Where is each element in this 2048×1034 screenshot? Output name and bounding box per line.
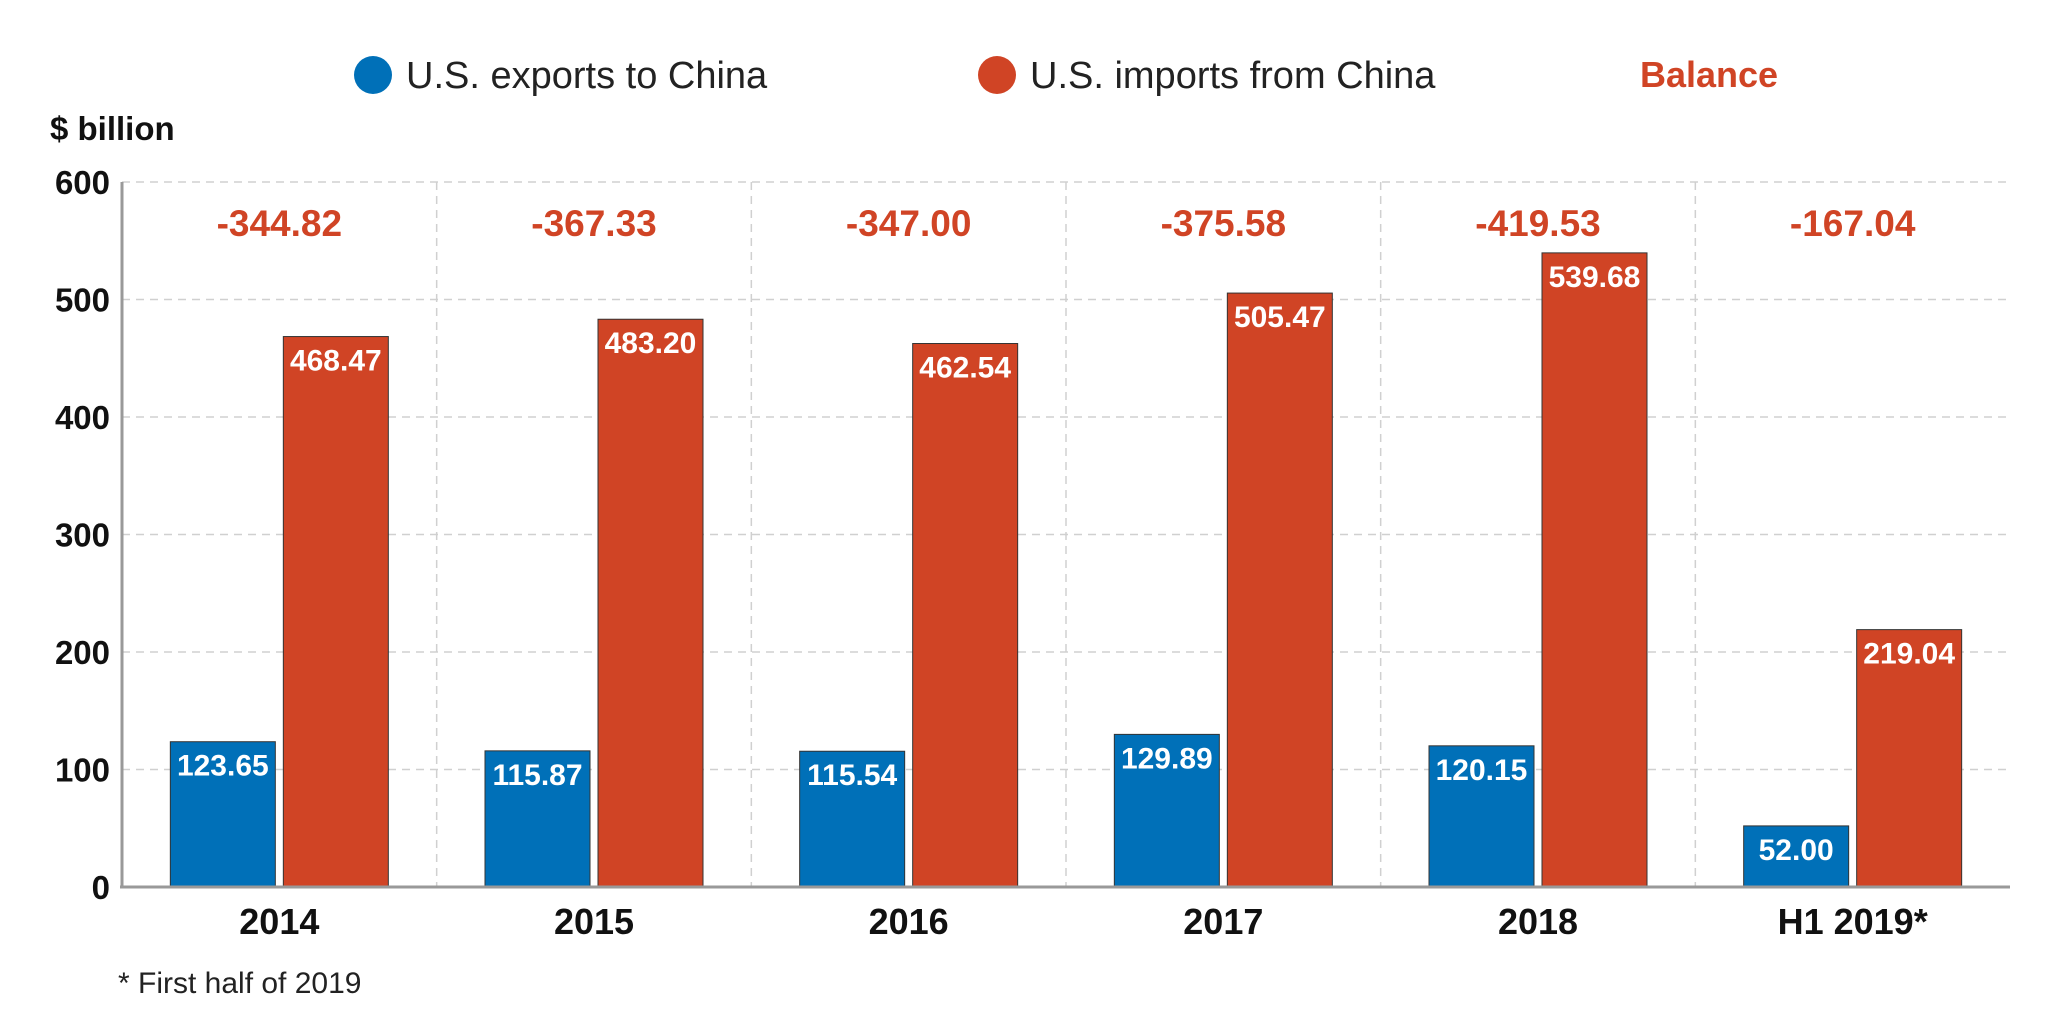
- x-axis-ticks: 2014 2015 2016 2017 2018 H1 2019*: [239, 901, 1927, 942]
- export-value-label-1: 115.87: [492, 759, 582, 792]
- y-tick-label: 0: [92, 869, 110, 906]
- x-tick-label-2: 2016: [869, 901, 949, 942]
- export-value-label-2: 115.54: [807, 759, 897, 792]
- import-value-label-2: 462.54: [919, 352, 1011, 385]
- export-bar-4: [1428, 745, 1535, 888]
- import-value-label-0: 468.47: [290, 345, 382, 378]
- legend-label-exports: U.S. exports to China: [406, 55, 768, 97]
- chart-legend: U.S. exports to China U.S. imports from …: [354, 54, 1778, 97]
- footnote: * First half of 2019: [118, 967, 361, 1000]
- y-axis-ticks: 0 100 200 300 400 500 600: [55, 164, 110, 906]
- y-tick-label: 300: [55, 517, 110, 554]
- import-bar-4: [1541, 252, 1648, 888]
- y-axis-unit-label: $ billion: [50, 110, 175, 147]
- balance-value-label-4: -419.53: [1475, 203, 1601, 244]
- x-tick-label-1: 2015: [554, 901, 634, 942]
- legend-label-balance: Balance: [1640, 54, 1778, 95]
- axes: [120, 182, 2010, 889]
- import-value-label-5: 219.04: [1863, 638, 1955, 671]
- y-tick-label: 500: [55, 282, 110, 319]
- export-value-label-3: 129.89: [1121, 742, 1213, 775]
- gridlines: [122, 181, 2010, 887]
- import-value-label-1: 483.20: [605, 327, 697, 360]
- x-tick-label-4: 2018: [1498, 901, 1578, 942]
- bar-value-labels: 123.65 468.47 115.87 483.20 115.54 462.54 129.…: [177, 261, 1955, 867]
- balance-labels: -344.82 -367.33 -347.00 -375.58 -419.53 -167.…: [217, 203, 1916, 244]
- import-bar-0: [282, 336, 389, 888]
- import-value-label-4: 539.68: [1549, 261, 1641, 294]
- import-bar-3: [1226, 292, 1333, 888]
- balance-value-label-0: -344.82: [217, 203, 343, 244]
- import-value-label-3: 505.47: [1234, 301, 1326, 334]
- export-bar-2: [799, 750, 906, 888]
- balance-value-label-3: -375.58: [1161, 203, 1287, 244]
- balance-value-label-2: -347.00: [846, 203, 972, 244]
- import-bar-2: [912, 343, 1019, 888]
- balance-value-label-1: -367.33: [531, 203, 657, 244]
- legend-label-imports: U.S. imports from China: [1030, 55, 1436, 97]
- import-bar-5: [1856, 629, 1963, 888]
- y-tick-label: 100: [55, 752, 110, 789]
- bars: [169, 252, 1963, 888]
- y-tick-label: 600: [55, 164, 110, 201]
- y-tick-label: 400: [55, 399, 110, 436]
- x-tick-label-0: 2014: [239, 901, 319, 942]
- export-value-label-4: 120.15: [1436, 754, 1528, 787]
- export-bar-5: [1743, 825, 1850, 888]
- x-tick-label-5: H1 2019*: [1778, 901, 1928, 942]
- x-tick-label-3: 2017: [1183, 901, 1263, 942]
- legend-swatch-exports: [354, 56, 392, 94]
- export-bar-1: [484, 750, 591, 888]
- import-bar-1: [597, 318, 704, 888]
- export-value-label-0: 123.65: [177, 750, 269, 783]
- legend-swatch-imports: [978, 56, 1016, 94]
- export-bar-3: [1113, 733, 1220, 888]
- y-tick-label: 200: [55, 634, 110, 671]
- balance-value-label-5: -167.04: [1790, 203, 1916, 244]
- export-value-label-5: 52.00: [1759, 834, 1834, 867]
